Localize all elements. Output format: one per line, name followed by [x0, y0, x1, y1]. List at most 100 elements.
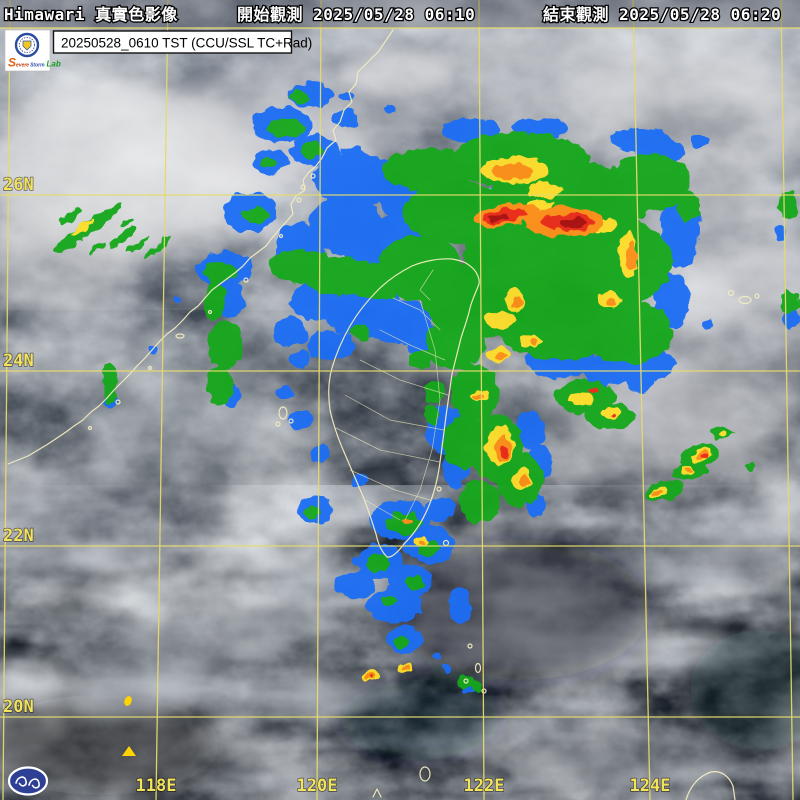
- radar-cell: [493, 352, 507, 360]
- radar-cell: [408, 350, 432, 370]
- longitude-label: 122E: [464, 776, 505, 796]
- radar-cell: [108, 228, 136, 248]
- china-coastline: [7, 29, 394, 465]
- radar-cell: [288, 411, 312, 429]
- radar-cell: [155, 238, 171, 250]
- radar-cell: [402, 518, 414, 526]
- header-bar-bg: [0, 0, 800, 28]
- radar-cell: [277, 386, 293, 398]
- radar-cell: [470, 682, 482, 692]
- taiwan-county-borders: [335, 269, 449, 521]
- radar-cell: [686, 468, 694, 472]
- radar-cell: [305, 331, 355, 361]
- radar-cell: [368, 674, 372, 678]
- radar-cell: [383, 105, 397, 115]
- longitude-label: 124E: [630, 776, 671, 796]
- radar-cell: [172, 295, 184, 305]
- radar-cell: [103, 362, 117, 402]
- radar-cell: [678, 293, 688, 301]
- radar-cell: [395, 638, 409, 648]
- longitude-label: 118E: [136, 776, 177, 796]
- radar-cell: [501, 446, 509, 458]
- radar-cell: [560, 218, 586, 228]
- info-box-text: 20250528_0610 TST (CCU/SSL TC+Rad): [61, 36, 312, 51]
- lab-logo: SevereStorm Lab: [4, 29, 61, 72]
- radar-cell: [290, 352, 310, 368]
- triangle-mark: [122, 746, 136, 756]
- radar-cell: [142, 246, 162, 260]
- storm-lab-emblem-icon: [7, 766, 49, 796]
- radar-cell: [425, 498, 455, 522]
- radar-cell: [442, 664, 452, 672]
- radar-cell: [701, 454, 709, 458]
- info-box: 20250528_0610 TST (CCU/SSL TC+Rad): [52, 30, 312, 54]
- university-seal-icon: [14, 32, 40, 58]
- radar-cell: [350, 324, 370, 340]
- radar-cell: [627, 242, 637, 270]
- radar-cell: [611, 414, 617, 418]
- radar-cell: [126, 238, 148, 254]
- latitude-label: 24N: [3, 351, 34, 371]
- radar-cell: [778, 191, 798, 219]
- radar-cell: [519, 475, 529, 487]
- radar-cell: [59, 208, 81, 226]
- radar-cell: [473, 394, 483, 400]
- radar-cell: [207, 321, 243, 369]
- radar-cell: [313, 152, 397, 208]
- radar-cell: [402, 665, 410, 671]
- radar-cell: [568, 393, 592, 405]
- radar-cell: [304, 506, 320, 518]
- radar-cell: [719, 431, 729, 437]
- radar-cell: [267, 118, 303, 138]
- longitude-label: 120E: [297, 776, 338, 796]
- radar-cell: [418, 539, 426, 545]
- radar-cell: [625, 372, 655, 392]
- radar-cell: [774, 224, 786, 240]
- radar-cell: [460, 481, 500, 523]
- radar-cell: [339, 91, 355, 101]
- radar-overlay: [53, 83, 800, 694]
- radar-cell: [405, 576, 425, 590]
- longitude-line: [780, 0, 794, 800]
- radar-cell: [492, 164, 532, 180]
- radar-cell: [424, 406, 440, 426]
- radar-cell: [436, 278, 504, 326]
- radar-cell: [780, 290, 800, 314]
- longitude-line: [632, 0, 651, 800]
- radar-cell: [300, 142, 324, 158]
- radar-cell: [654, 490, 662, 494]
- radar-cell: [448, 587, 472, 623]
- obs-end-time: 結束觀測 2025/05/28 06:20: [543, 5, 781, 24]
- radar-cell: [88, 204, 122, 228]
- radar-cell: [602, 408, 622, 420]
- annotation-marks: [122, 696, 136, 756]
- radar-cell: [512, 295, 522, 309]
- radar-cell: [204, 262, 236, 282]
- header-bar: Himawari 真實色影像 開始觀測 2025/05/28 06:10 結束觀…: [0, 0, 800, 29]
- coastlines: [7, 29, 760, 800]
- taiwan-coastline: [328, 258, 480, 558]
- radar-cell: [272, 318, 308, 346]
- radar-cell: [204, 280, 226, 320]
- radar-cell: [528, 339, 538, 345]
- radar-cell: [331, 109, 359, 127]
- longitude-line: [155, 0, 169, 800]
- radar-cell: [242, 207, 268, 223]
- radar-cell: [366, 554, 390, 572]
- radar-cell: [784, 311, 800, 329]
- latitude-label: 26N: [3, 175, 34, 195]
- radar-cell: [488, 214, 508, 222]
- radar-cell: [382, 596, 398, 606]
- radar-cell: [392, 272, 448, 302]
- radar-cell: [425, 380, 445, 404]
- radar-cell: [457, 676, 473, 688]
- longitude-line: [316, 0, 322, 800]
- obs-start-time: 開始觀測 2025/05/28 06:10: [237, 5, 475, 24]
- latitude-label: 22N: [3, 526, 34, 546]
- radar-cell: [432, 653, 442, 661]
- info-box-bg: [52, 30, 293, 54]
